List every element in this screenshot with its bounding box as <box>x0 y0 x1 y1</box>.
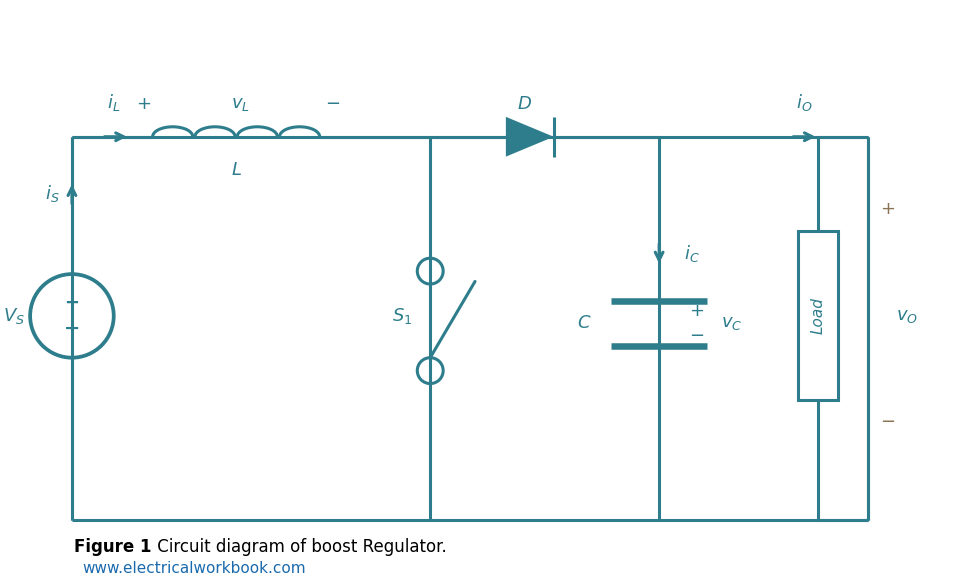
Text: $v_L$: $v_L$ <box>231 95 249 113</box>
Text: $L$: $L$ <box>231 161 242 179</box>
Text: $i_C$: $i_C$ <box>684 243 700 264</box>
Text: −: − <box>881 413 896 431</box>
Text: www.electricalworkbook.com: www.electricalworkbook.com <box>82 561 306 576</box>
Text: $i_S$: $i_S$ <box>45 183 59 204</box>
Text: +: + <box>690 302 705 320</box>
Text: $i_L$: $i_L$ <box>107 92 120 113</box>
Text: $D$: $D$ <box>518 95 532 113</box>
Text: +: + <box>64 294 79 312</box>
Text: $S_1$: $S_1$ <box>393 306 413 326</box>
Text: +: + <box>137 95 151 113</box>
Polygon shape <box>506 117 554 156</box>
Bar <box>798 231 838 400</box>
Text: $i_O$: $i_O$ <box>796 92 813 113</box>
Text: $v_C$: $v_C$ <box>721 314 742 332</box>
Text: +: + <box>881 200 896 219</box>
Text: −: − <box>690 327 705 345</box>
Text: $C$: $C$ <box>577 314 592 332</box>
Text: Circuit diagram of boost Regulator.: Circuit diagram of boost Regulator. <box>152 538 446 556</box>
Text: Figure 1: Figure 1 <box>74 538 152 556</box>
Text: −: − <box>325 95 340 113</box>
Text: Load: Load <box>811 298 826 335</box>
Text: $v_O$: $v_O$ <box>896 307 918 325</box>
Text: −: − <box>64 319 80 338</box>
Text: $V_S$: $V_S$ <box>3 306 25 326</box>
